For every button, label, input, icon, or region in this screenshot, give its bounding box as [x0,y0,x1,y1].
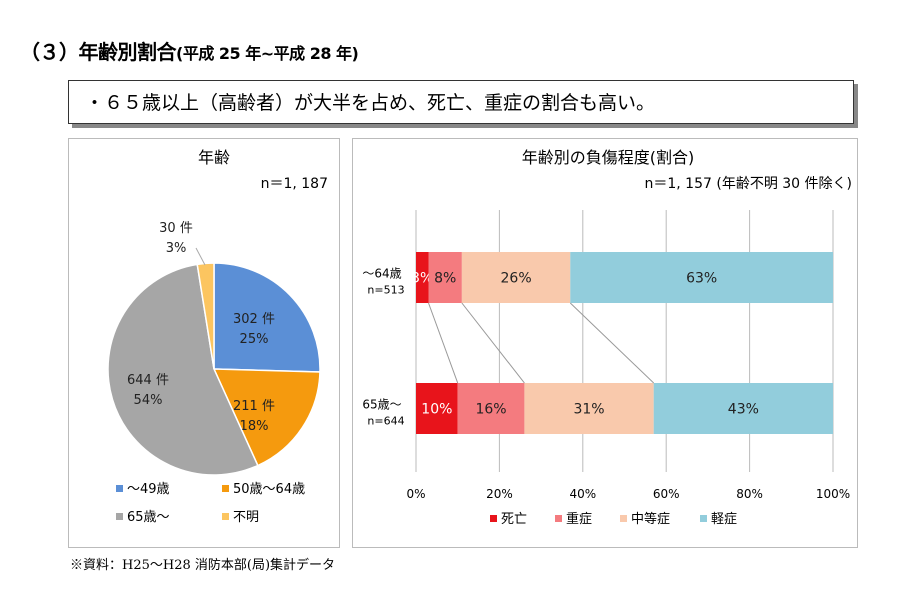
bar-value-label: 8% [434,271,456,287]
series-connector-line [428,302,459,384]
legend-swatch [116,485,123,492]
bar-title: 年齢別の負傷程度(割合) [522,148,695,167]
series-connector-line [461,302,525,384]
pie-pct-label: 25% [240,332,269,347]
x-tick-label: 20% [486,487,513,501]
source-note: ※資料：H25～H28 消防本部(局)集計データ [70,558,336,573]
bar-segment [428,252,462,303]
bar-segment [461,252,571,303]
age-pie-panel [68,138,340,548]
legend-swatch [700,515,707,522]
legend-label: 65歳～ [127,510,170,525]
summary-box: ・６５歳以上（高齢者）が大半を占め、死亡、重症の割合も高い。 [68,80,854,124]
bar-group: 0% 20% 40% 60% 80% 100% 3% 8% 26% 63% ～64歳 n=513 10%… [362,210,850,501]
legend-swatch [490,515,497,522]
bar-legend: 死亡 重症 中等症 軽症 [490,511,737,527]
legend-swatch [222,513,229,520]
legend-swatch [555,515,562,522]
series-connector-line [569,302,655,384]
pie-count-label: 302 件 [233,312,275,327]
legend-label: 不明 [233,510,259,525]
pie-leader-line [195,247,206,266]
category-n-label: n=513 [367,284,404,297]
legend-label: 死亡 [501,512,527,527]
bar-value-label: 31% [573,402,604,418]
x-tick-label: 0% [406,487,425,501]
bar-value-label: 10% [421,402,452,418]
legend-swatch [116,513,123,520]
category-label: 65歳～ [362,398,401,412]
pie-slice [196,262,215,370]
pie-group: 302 件 25% 211 件 18% 644 件 54% 30 件 3% [107,221,321,476]
page-title-text: （３）年齢別割合 [20,40,177,64]
bar-segment [570,252,833,303]
injury-bar-panel [352,138,858,548]
bar-segment [524,383,654,434]
bar-value-label: 63% [686,271,717,287]
legend-swatch [222,485,229,492]
legend-label: ～49歳 [127,482,170,497]
pie-count-label: 211 件 [233,399,275,414]
pie-slice [213,262,321,373]
bar-segment [416,252,429,303]
legend-swatch [620,515,627,522]
pie-count-label: 644 件 [127,373,169,388]
pie-slice [212,368,321,467]
pie-count-label: 30 件 [159,221,193,236]
bar-segment [653,383,833,434]
bar-value-label: 3% [411,271,433,287]
legend-label: 50歳～64歳 [233,482,305,497]
pie-subtitle: n＝1, 187 [261,176,328,192]
bar-subtitle: n＝1, 157 (年齢不明 30 件除く) [645,176,853,192]
bar-value-label: 16% [475,402,506,418]
legend-label: 軽症 [711,512,737,527]
category-n-label: n=644 [367,415,404,428]
x-tick-label: 100% [816,487,850,501]
category-label: ～64歳 [362,267,401,281]
bar-segment [457,383,525,434]
bar-value-label: 43% [728,402,759,418]
page-title: （３）年齢別割合(平成 25 年~平成 28 年) [20,36,359,65]
page-title-period: (平成 25 年~平成 28 年) [176,44,359,63]
pie-pct-label: 54% [134,393,163,408]
legend-label: 中等症 [631,511,670,527]
pie-legend: ～49歳 50歳～64歳 65歳～ 不明 [116,482,305,525]
pie-slice [107,263,259,476]
pie-pct-label: 3% [166,241,187,256]
pie-title: 年齢 [198,148,230,167]
legend-label: 重症 [566,511,592,527]
bar-segment [416,383,458,434]
x-tick-label: 40% [569,487,596,501]
x-tick-label: 80% [736,487,763,501]
pie-pct-label: 18% [240,419,269,434]
x-tick-label: 60% [653,487,680,501]
bar-value-label: 26% [501,271,532,287]
